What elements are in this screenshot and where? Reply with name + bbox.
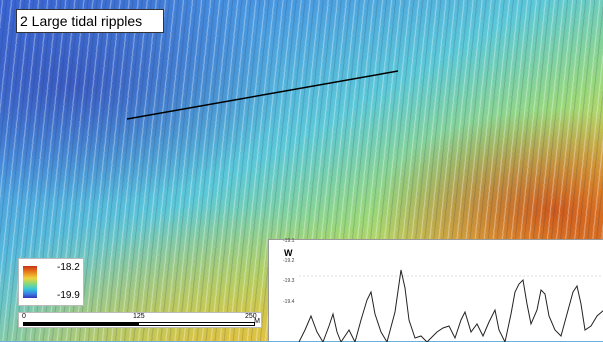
scale-tick-label: 125	[133, 313, 145, 320]
transect-line	[126, 70, 399, 120]
profile-y-tick: -19.3	[283, 278, 295, 284]
profile-inset: W -19.1 -19.2 -19.3 -19.4	[268, 238, 603, 342]
legend-min-label: -19.9	[57, 290, 80, 301]
depth-legend: -18.2 -19.9	[18, 258, 84, 306]
profile-y-tick: -19.2	[283, 258, 295, 264]
legend-max-label: -18.2	[57, 262, 80, 273]
profile-plot	[298, 269, 603, 342]
profile-label: W	[284, 248, 293, 258]
scale-unit-label: M	[254, 318, 260, 325]
profile-line	[298, 269, 603, 342]
scale-bar-graphic	[23, 322, 255, 326]
map-title: 2 Large tidal ripples	[16, 9, 164, 33]
scale-tick-label: 250	[245, 313, 257, 320]
scale-tick-label: 0	[22, 313, 26, 320]
profile-y-tick: -19.1	[283, 238, 295, 244]
scale-bar: 0 125 250 M	[18, 312, 262, 328]
profile-y-tick: -19.4	[283, 299, 295, 305]
color-ramp	[23, 266, 37, 298]
